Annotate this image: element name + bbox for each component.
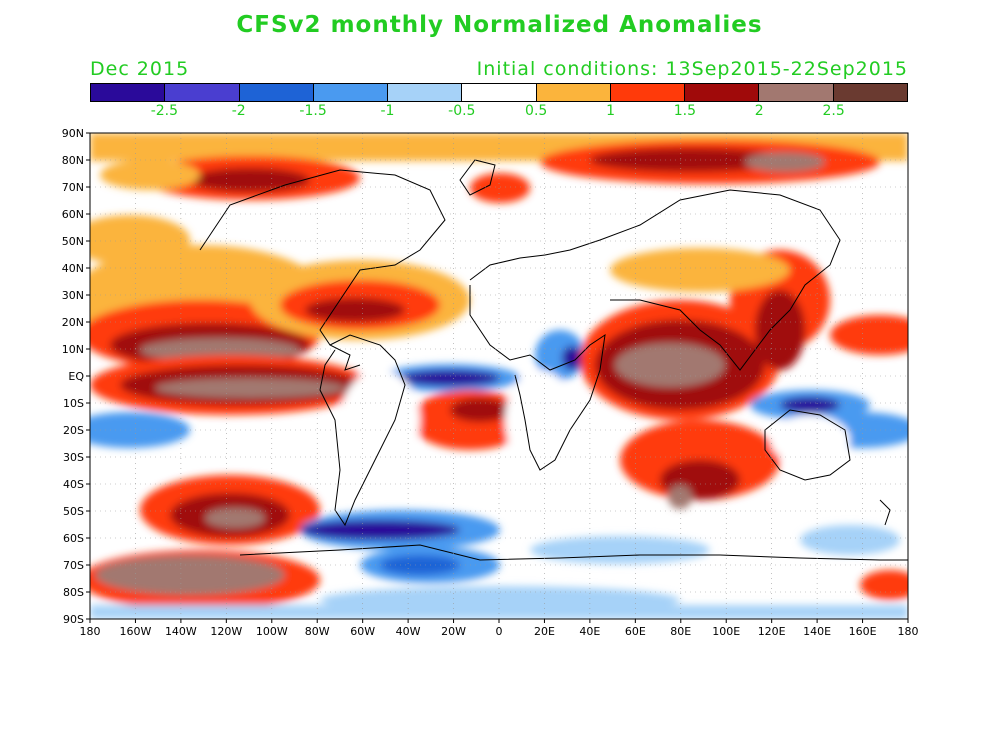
lon-label: 140E xyxy=(803,625,831,638)
colorbar-swatch xyxy=(239,84,314,101)
lat-label: 70N xyxy=(62,181,84,194)
colorbar-swatch xyxy=(313,84,389,101)
lon-label: 180 xyxy=(898,625,919,638)
coastlines xyxy=(199,159,908,561)
colorbar-swatch xyxy=(91,84,166,101)
lon-label: 20W xyxy=(441,625,466,638)
lat-label: 20N xyxy=(62,316,84,329)
lon-label: 100W xyxy=(256,625,288,638)
lat-label: 10N xyxy=(62,343,84,356)
lon-label: 60W xyxy=(350,625,375,638)
lon-label: 60E xyxy=(625,625,646,638)
lat-label: 90S xyxy=(63,613,84,626)
colorbar-labels: -2.5 -2 -1.5 -1 -0.5 0.5 1 1.5 2 2.5 xyxy=(90,103,908,121)
lat-label: 40N xyxy=(62,262,84,275)
colorbar-label: -1.5 xyxy=(299,103,327,119)
colorbar-label: -2.5 xyxy=(150,103,179,119)
colorbar-label: 2 xyxy=(754,103,764,119)
lat-label: 60N xyxy=(62,208,84,221)
map-title: CFSv2 monthly Normalized Anomalies xyxy=(236,12,763,38)
lat-label: 80S xyxy=(63,586,84,599)
lon-label: 120E xyxy=(758,625,786,638)
lon-label: 180 xyxy=(80,625,101,638)
colorbar-swatch xyxy=(759,84,834,101)
lon-label: 20E xyxy=(534,625,555,638)
forecast-month: Dec 2015 xyxy=(90,58,190,80)
colorbar-swatch xyxy=(833,84,907,101)
colorbar-swatch xyxy=(536,84,611,101)
colorbar-swatch xyxy=(388,84,463,101)
colorbar-label: -1 xyxy=(380,103,395,119)
colorbar-label: 0.5 xyxy=(525,103,548,119)
colorbar-swatch xyxy=(610,84,686,101)
lat-label: 40S xyxy=(63,478,84,491)
lat-label: 50S xyxy=(63,505,84,518)
lon-label: 80E xyxy=(670,625,691,638)
lon-label: 160E xyxy=(849,625,877,638)
lon-label: 0 xyxy=(496,625,503,638)
colorbar-label: 1 xyxy=(606,103,615,119)
colorbar xyxy=(90,83,908,102)
lat-label: 70S xyxy=(63,559,84,572)
lat-label: 30N xyxy=(62,289,84,302)
colorbar-label: 2.5 xyxy=(822,103,845,119)
lon-label: 160W xyxy=(120,625,152,638)
lat-label: 50N xyxy=(62,235,84,248)
colorbar-swatch xyxy=(165,84,240,101)
lon-label: 40E xyxy=(579,625,600,638)
colorbar-swatch xyxy=(685,84,760,101)
lat-label: 80N xyxy=(62,154,84,167)
colorbar-label: -2 xyxy=(231,103,246,119)
colorbar-label: -0.5 xyxy=(448,103,476,119)
lat-label: 10S xyxy=(63,397,84,410)
colorbar-label: 1.5 xyxy=(673,103,697,119)
lon-label: 140W xyxy=(165,625,197,638)
lat-label: 20S xyxy=(63,424,84,437)
lon-label: 120W xyxy=(210,625,242,638)
lat-label: 90N xyxy=(62,127,84,140)
lon-label: 100E xyxy=(712,625,740,638)
lon-label: 80W xyxy=(305,625,330,638)
latitude-labels: 90N 80N 70N 60N 50N 40N 30N 20N 10N EQ 10S 20S 30S 40… xyxy=(62,127,85,626)
lon-label: 40W xyxy=(396,625,421,638)
axis-ticks xyxy=(86,132,909,623)
colorbar-swatch xyxy=(462,84,537,101)
lat-label: 60S xyxy=(63,532,84,545)
graticule xyxy=(90,133,908,619)
lat-label: EQ xyxy=(68,370,84,383)
lat-label: 30S xyxy=(63,451,84,464)
longitude-labels: 180 160W 140W 120W 100W 80W 60W 40W 20W 0 20E 40E 60… xyxy=(80,625,919,638)
initial-conditions: Initial conditions: 13Sep2015-22Sep2015 xyxy=(476,58,908,80)
